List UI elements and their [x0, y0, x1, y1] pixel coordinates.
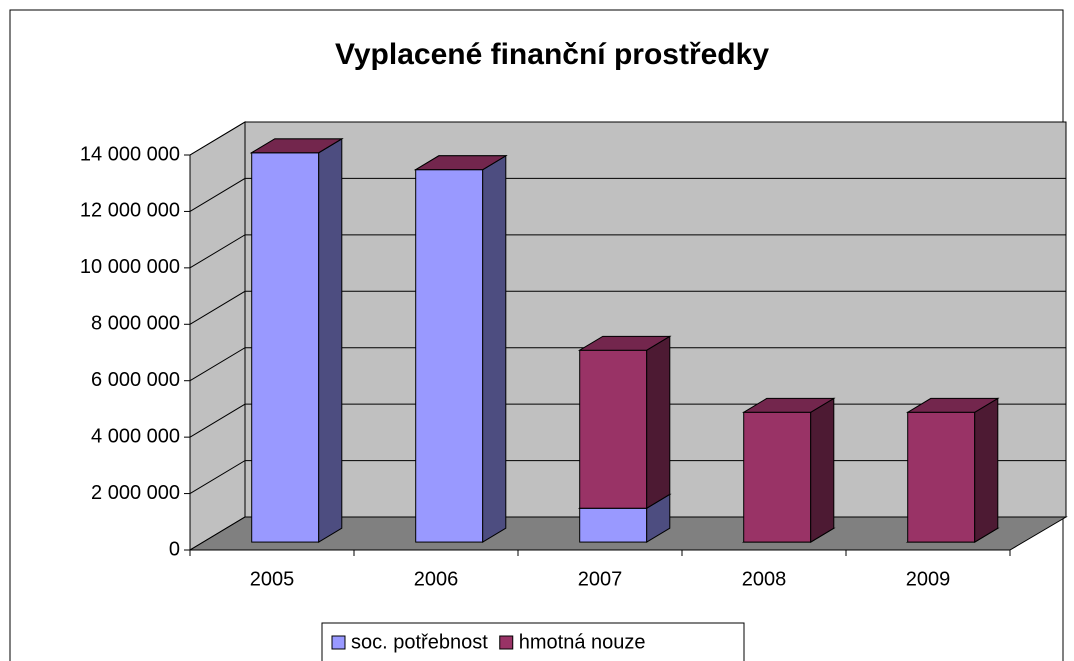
bar	[905, 397, 1000, 543]
bar-top	[249, 138, 344, 154]
bar-front	[579, 349, 648, 509]
chart-title: Vyplacené finanční prostředky	[335, 38, 769, 71]
legend-label: soc. potřebnost	[351, 631, 488, 653]
y-tick-label: 2 000 000	[91, 482, 180, 504]
bar-top	[577, 335, 672, 351]
legend-swatch	[499, 635, 514, 650]
x-tick-label: 2005	[250, 568, 295, 590]
bar-front	[907, 411, 976, 543]
bar-front	[743, 411, 812, 543]
bar-top	[905, 397, 1000, 413]
x-tick-label: 2006	[414, 568, 459, 590]
y-tick-label: 8 000 000	[91, 313, 180, 335]
x-tick-label: 2007	[578, 568, 623, 590]
legend-swatch	[331, 635, 346, 650]
bar	[413, 154, 508, 543]
grid-line	[189, 121, 1066, 156]
bar-side	[318, 137, 343, 543]
legend-label: hmotná nouze	[519, 631, 646, 653]
bar	[249, 138, 344, 154]
side-wall	[189, 121, 246, 551]
bar-top	[413, 155, 508, 171]
y-tick-label: 4 000 000	[91, 425, 180, 447]
y-tick-label: 0	[169, 538, 180, 560]
grid-line	[189, 290, 1066, 325]
bar-side	[646, 335, 671, 510]
bar	[413, 155, 508, 171]
bar-side	[974, 397, 999, 543]
y-tick-label: 12 000 000	[80, 200, 180, 222]
y-tick-label: 14 000 000	[80, 143, 180, 165]
bar-front	[251, 152, 320, 543]
bar	[249, 137, 344, 543]
grid-line	[189, 234, 1066, 269]
bar-top	[741, 397, 836, 413]
bar	[577, 335, 672, 510]
bar-front	[415, 169, 484, 543]
y-tick-label: 6 000 000	[91, 369, 180, 391]
bar	[741, 397, 836, 543]
y-tick-label: 10 000 000	[80, 256, 180, 278]
bar-side	[482, 154, 507, 543]
bar-front	[579, 507, 648, 543]
grid-line	[189, 347, 1066, 382]
legend-box	[321, 622, 745, 661]
grid-line	[189, 177, 1066, 212]
bar-side	[810, 397, 835, 543]
x-tick-label: 2009	[906, 568, 951, 590]
x-tick-label: 2008	[742, 568, 787, 590]
